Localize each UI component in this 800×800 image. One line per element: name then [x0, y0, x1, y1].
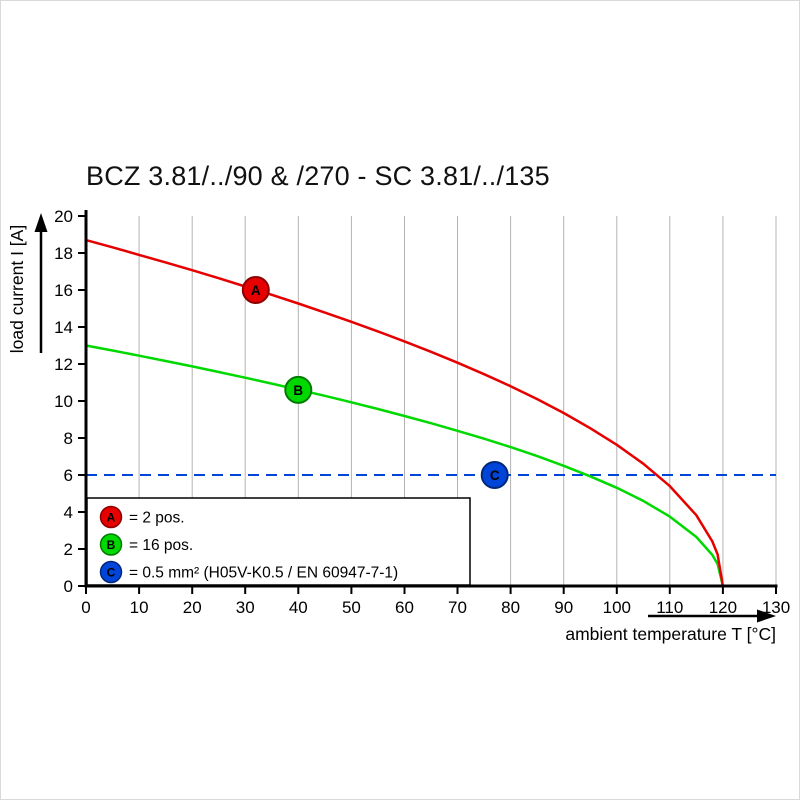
- legend-item-B: B = 16 pos.: [99, 533, 193, 556]
- x-tick-label-30: 30: [236, 598, 255, 617]
- y-tick-label-6: 6: [64, 466, 73, 485]
- y-tick-label-10: 10: [54, 392, 73, 411]
- x-tick-label-90: 90: [554, 598, 573, 617]
- curve-marker-B: B: [284, 375, 313, 404]
- x-tick-label-0: 0: [81, 598, 90, 617]
- x-tick-label-60: 60: [395, 598, 414, 617]
- x-tick-label-10: 10: [130, 598, 149, 617]
- legend-marker-A-icon: [99, 505, 123, 529]
- chart-title: BCZ 3.81/../90 & /270 - SC 3.81/../135: [86, 161, 550, 191]
- svg-text:B: B: [293, 383, 303, 398]
- legend-marker-B-icon: [99, 533, 123, 556]
- y-tick-label-0: 0: [64, 577, 73, 596]
- curve-marker-A: A: [241, 276, 270, 304]
- x-tick-label-110: 110: [656, 598, 683, 617]
- x-tick-label-70: 70: [448, 598, 467, 617]
- svg-text:= 0.5 mm² (H05V-K0.5 / EN 6094: = 0.5 mm² (H05V-K0.5 / EN 60947-7-1): [129, 565, 398, 582]
- y-tick-label-16: 16: [54, 281, 73, 300]
- svg-text:B: B: [107, 538, 116, 552]
- legend-item-C: C = 0.5 mm² (H05V-K0.5 / EN 60947-7-1): [99, 560, 398, 584]
- y-tick-label-20: 20: [54, 207, 73, 226]
- svg-text:C: C: [107, 566, 116, 580]
- svg-text:= 16 pos.: = 16 pos.: [129, 537, 193, 554]
- y-tick-label-18: 18: [54, 244, 73, 263]
- x-tick-label-20: 20: [183, 598, 202, 617]
- curve-B: [85, 344, 725, 587]
- curve-marker-C: C: [480, 461, 509, 489]
- svg-text:= 2 pos.: = 2 pos.: [129, 510, 185, 527]
- x-tick-label-50: 50: [342, 598, 361, 617]
- x-tick-label-40: 40: [289, 598, 308, 617]
- y-tick-label-8: 8: [64, 429, 73, 448]
- svg-text:C: C: [490, 468, 500, 483]
- y-axis-label-group: load current I [A]: [7, 213, 48, 353]
- curve-A: [85, 238, 725, 587]
- legend: A = 2 pos. B = 16 pos. C = 0.5 mm² (H05V-K0.5…: [86, 497, 471, 586]
- x-tick-label-120: 120: [709, 598, 737, 617]
- x-axis-label: ambient temperature T [°C]: [565, 624, 776, 644]
- svg-text:A: A: [107, 511, 116, 525]
- legend-item-A: A = 2 pos.: [99, 505, 185, 529]
- y-tick-label-12: 12: [54, 355, 73, 374]
- x-tick-label-130: 130: [762, 598, 790, 617]
- y-tick-label-14: 14: [54, 318, 73, 337]
- y-tick-label-2: 2: [64, 540, 73, 559]
- svg-text:A: A: [251, 283, 261, 298]
- y-axis-label: load current I [A]: [7, 225, 27, 353]
- x-axis-label-group: ambient temperature T [°C]: [565, 609, 776, 644]
- y-tick-label-4: 4: [64, 503, 73, 522]
- legend-marker-C-icon: [99, 560, 123, 584]
- x-tick-label-100: 100: [603, 598, 631, 617]
- x-tick-label-80: 80: [501, 598, 520, 617]
